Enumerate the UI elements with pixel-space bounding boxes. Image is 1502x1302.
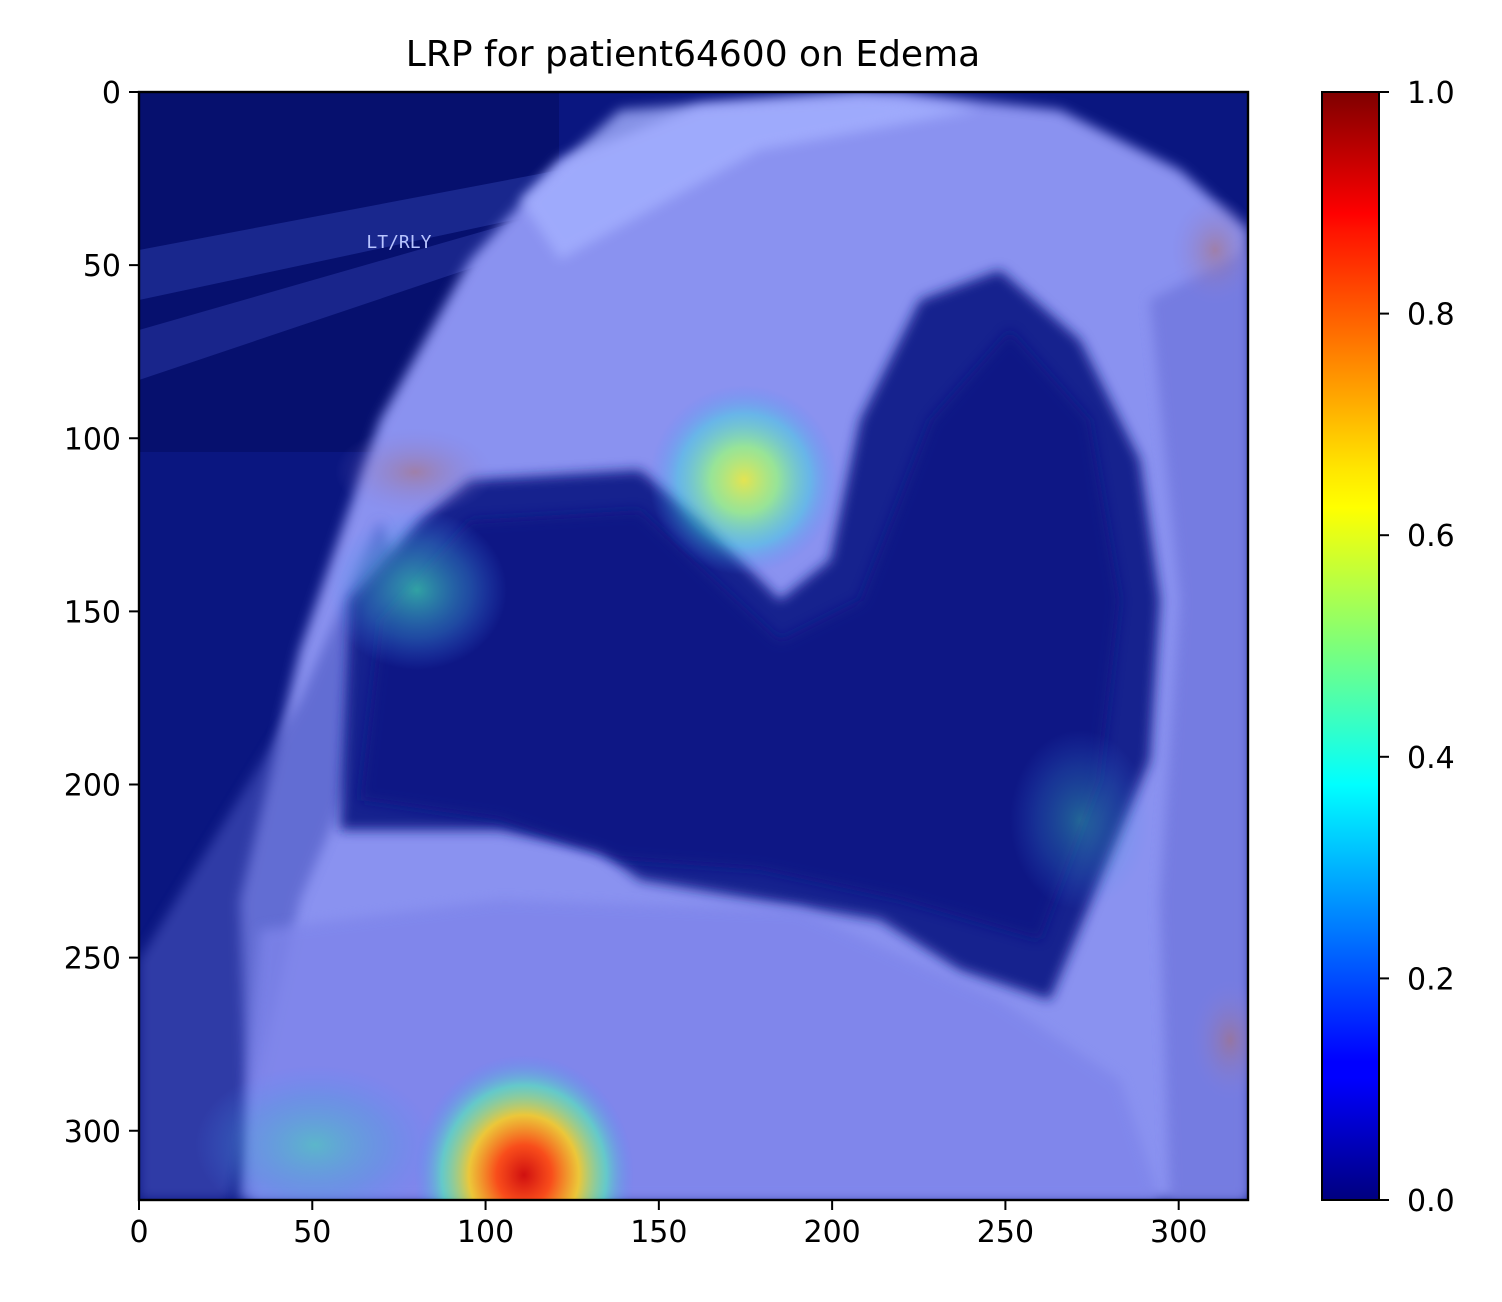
lung-field-inner xyxy=(360,330,1120,940)
hotspot-lower-center xyxy=(414,1055,634,1200)
y-tick-label: 150 xyxy=(64,595,121,630)
arm-band-2 xyxy=(139,215,540,380)
y-tick-label: 300 xyxy=(64,1115,121,1150)
y-tick-label: 250 xyxy=(64,942,121,977)
y-tick-label: 50 xyxy=(83,249,121,284)
y-tick-label: 200 xyxy=(64,769,121,804)
y-tick-label: 0 xyxy=(102,76,121,111)
colorbar-tick-label: 0.2 xyxy=(1407,962,1455,997)
hotspot-posterior xyxy=(1010,730,1150,910)
arm-band-1 xyxy=(139,170,560,300)
hotspot-anterior xyxy=(327,510,507,670)
hotspot-right-edge xyxy=(1170,195,1248,305)
y-axis: 0 50 100 150 200 250 300 xyxy=(64,76,139,1150)
colorbar-axis: 0.0 0.2 0.4 0.6 0.8 1.0 xyxy=(1379,76,1455,1219)
x-tick-label: 0 xyxy=(129,1215,148,1250)
colorbar xyxy=(1321,91,1380,1201)
x-tick-label: 300 xyxy=(1150,1215,1207,1250)
colorbar-tick-label: 0.6 xyxy=(1407,519,1455,554)
x-tick-label: 150 xyxy=(630,1215,687,1250)
hotspot-lower-right xyxy=(1190,980,1248,1100)
posterior-band xyxy=(1150,250,1248,1200)
heatmap-image: LT/RLY xyxy=(139,92,1248,1200)
x-axis: 0 50 100 150 200 250 300 xyxy=(129,1200,1207,1250)
image-marker-text: LT/RLY xyxy=(366,232,431,253)
x-tick-label: 100 xyxy=(457,1215,514,1250)
body-top-highlight xyxy=(520,92,980,260)
hotspot-anterior-upper xyxy=(335,427,495,517)
colorbar-tick-label: 0.8 xyxy=(1407,298,1455,333)
hotspot-hilum xyxy=(649,385,839,575)
x-tick-label: 250 xyxy=(977,1215,1034,1250)
colorbar-tick-label: 0.0 xyxy=(1407,1184,1455,1219)
y-tick-label: 100 xyxy=(64,422,121,457)
colorbar-tick-label: 1.0 xyxy=(1407,76,1455,111)
colorbar-tick-label: 0.4 xyxy=(1407,741,1455,776)
hotspot-lower-left xyxy=(195,1065,435,1200)
chart-title: LRP for patient64600 on Edema xyxy=(406,34,980,75)
plot-frame xyxy=(137,90,1250,1202)
x-tick-label: 200 xyxy=(803,1215,860,1250)
x-tick-label: 50 xyxy=(293,1215,331,1250)
